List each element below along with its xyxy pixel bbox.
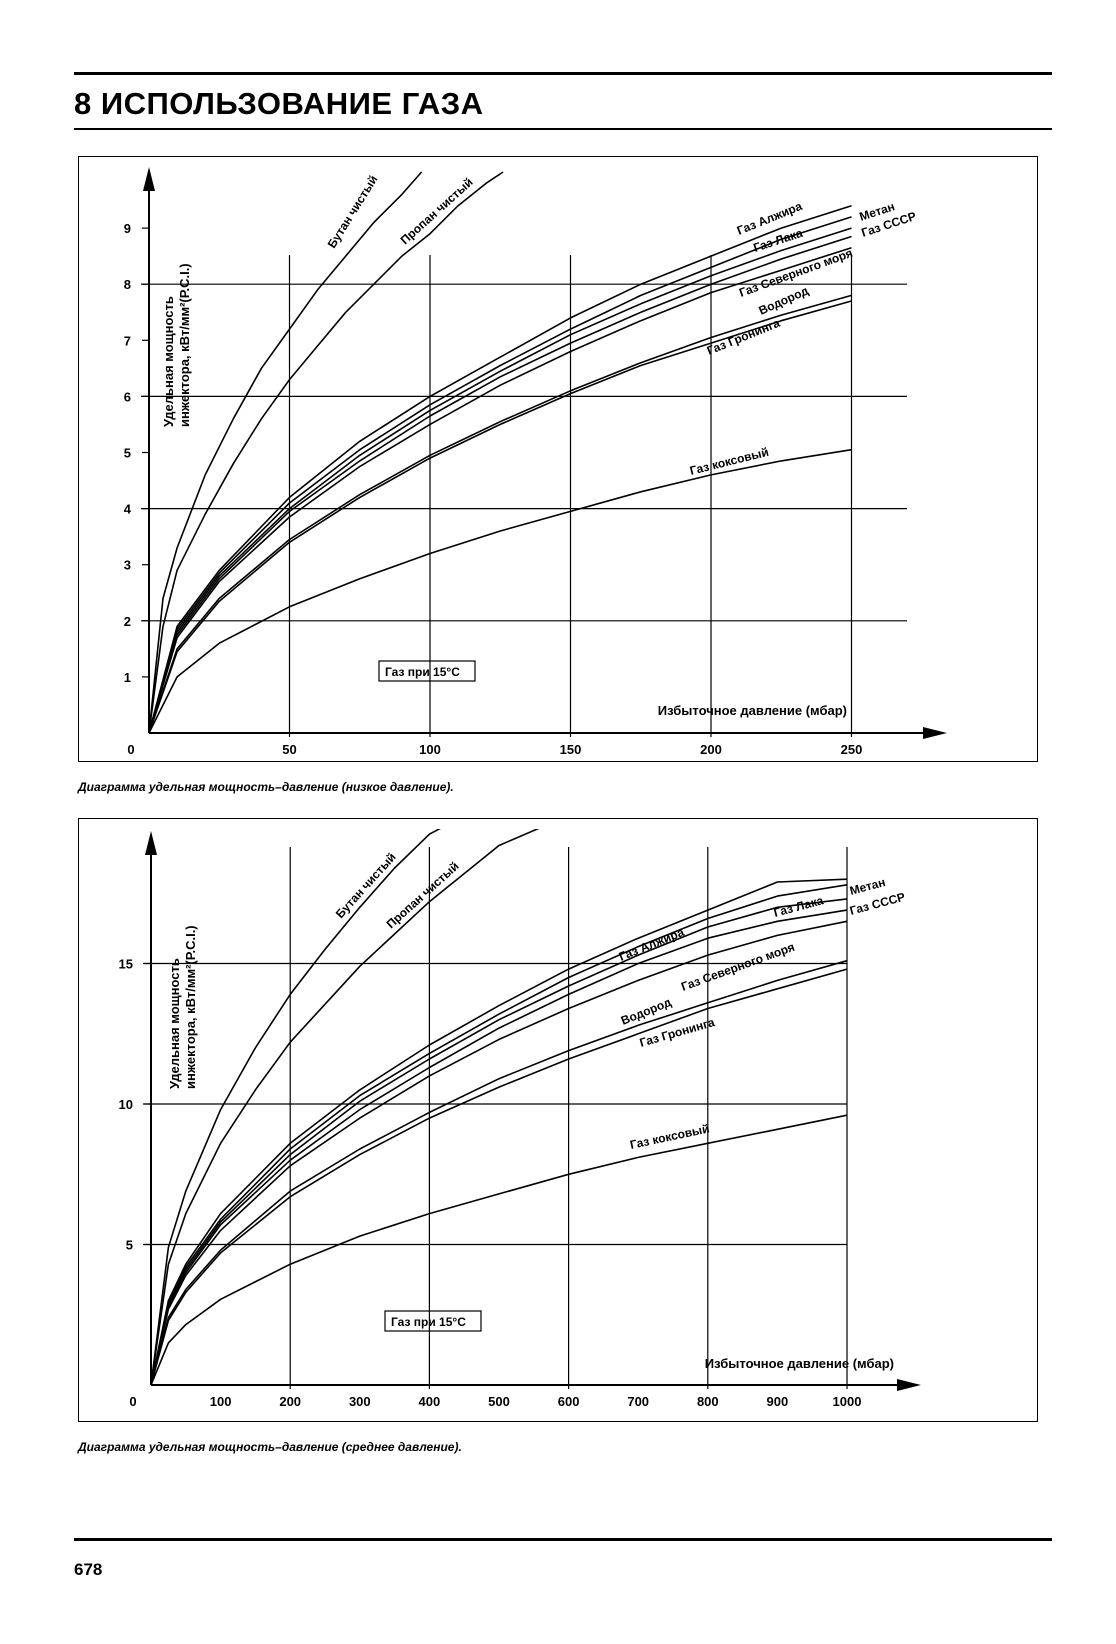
x-tick-label: 500 (488, 1394, 510, 1409)
x-tick-label: 100 (210, 1394, 232, 1409)
series-line-gaz-koksovyy (151, 1114, 848, 1385)
x-tick-label: 100 (419, 742, 441, 757)
chart-medium-pressure: 5 10 15 100 200 300 400 500 600 700 800 900 1000 0 Изб… (78, 818, 1038, 1422)
y-tick-label: 2 (124, 614, 131, 629)
top-rule (74, 72, 1052, 75)
x-axis-arrow (897, 1379, 921, 1391)
x-axis-label: Избыточное давление (мбар) (705, 1356, 894, 1371)
y-tick-label: 4 (124, 502, 132, 517)
y-tick-label: 7 (124, 333, 131, 348)
origin-label: 0 (127, 742, 134, 757)
series-line-metan (151, 898, 848, 1385)
y-tick-label: 5 (126, 1238, 133, 1253)
x-tick-label: 900 (767, 1394, 789, 1409)
annotation-text: Газ при 15°С (391, 1315, 466, 1329)
chart-low-pressure: 1 2 3 4 5 6 7 8 9 50 100 150 200 250 0 Избыточное давле… (78, 156, 1038, 762)
annotation-box: Газ при 15°С (378, 660, 476, 682)
y-tick-label: 6 (124, 389, 131, 404)
series-line-gaz-groninga (151, 968, 848, 1385)
y-axis-label: Удельная мощностьинжектора, кВт/мм²(Р.С.… (167, 925, 198, 1089)
series-line-gaz-laka (149, 227, 852, 733)
series-line-vodorod (149, 294, 852, 733)
y-axis-arrow (145, 831, 157, 855)
x-tick-label: 50 (282, 742, 296, 757)
x-tick-label: 200 (279, 1394, 301, 1409)
chart-low-pressure-plot: 1 2 3 4 5 6 7 8 9 50 100 150 200 250 0 Избыточное давле… (124, 167, 947, 757)
bottom-rule (74, 1538, 1052, 1541)
series-label-gaz-severnogo-morya: Газ Северного моря (679, 940, 796, 994)
series-line-gaz-alzhira (149, 204, 852, 733)
x-tick-label: 300 (349, 1394, 371, 1409)
series-line-gaz-sssr (151, 909, 848, 1385)
chart-medium-pressure-plot: 5 10 15 100 200 300 400 500 600 700 800 900 1000 0 Изб… (119, 829, 921, 1409)
series-line-propan-chistyy (151, 829, 540, 1385)
origin-label: 0 (129, 1394, 136, 1409)
series-line-gaz-severnogo-morya (151, 920, 848, 1385)
y-tick-label: 15 (119, 957, 133, 972)
series-label-butan-chistyy: Бутан чистый (325, 173, 381, 251)
y-tick-label: 3 (124, 558, 131, 573)
caption-low-pressure: Диаграмма удельная мощность–давление (ни… (78, 780, 454, 794)
annotation-text: Газ при 15°С (385, 665, 460, 679)
series-line-gaz-laka (151, 884, 848, 1385)
series-line-vodorod (151, 959, 848, 1385)
y-tick-label: 1 (124, 670, 131, 685)
series-line-metan (149, 216, 852, 733)
y-tick-label: 8 (124, 277, 131, 292)
x-tick-label: 200 (700, 742, 722, 757)
series-label-gaz-koksovyy: Газ коксовый (629, 1121, 711, 1151)
series-line-gaz-severnogo-morya (149, 246, 852, 733)
title-underline (74, 128, 1052, 130)
series-label-gaz-koksovyy: Газ коксовый (688, 445, 770, 478)
series-line-butan-chistyy (149, 171, 423, 733)
series-line-gaz-alzhira (151, 878, 848, 1385)
series-label-propan-chistyy: Пропан чистый (384, 859, 462, 931)
series-line-gaz-groninga (149, 300, 852, 733)
y-tick-label: 10 (119, 1097, 133, 1112)
series-line-gaz-koksovyy (149, 448, 852, 733)
series-label-metan: Метан (848, 875, 887, 898)
series-label-gaz-groninga: Газ Гронинга (705, 316, 782, 358)
x-tick-label: 150 (560, 742, 582, 757)
y-tick-label: 5 (124, 446, 131, 461)
series-line-gaz-sssr (149, 235, 852, 733)
series-line-butan-chistyy (151, 829, 441, 1385)
annotation-box: Газ при 15°С (384, 1310, 482, 1332)
x-tick-label: 600 (558, 1394, 580, 1409)
x-tick-label: 700 (627, 1394, 649, 1409)
x-tick-label: 1000 (833, 1394, 862, 1409)
page-number: 678 (74, 1560, 103, 1579)
page-title: 8 ИСПОЛЬЗОВАНИЕ ГАЗА (74, 86, 484, 121)
y-axis-label: Удельная мощностьинжектора, кВт/мм²(Р.С.… (161, 263, 192, 427)
x-axis-arrow (923, 727, 947, 739)
x-tick-label: 250 (841, 742, 863, 757)
x-tick-label: 800 (697, 1394, 719, 1409)
y-tick-label: 9 (124, 221, 131, 236)
x-tick-label: 400 (419, 1394, 441, 1409)
series-label-butan-chistyy: Бутан чистый (333, 850, 399, 921)
series-line-propan-chistyy (149, 171, 504, 733)
caption-medium-pressure: Диаграмма удельная мощность–давление (ср… (78, 1440, 462, 1454)
y-axis-arrow (143, 167, 155, 191)
x-axis-label: Избыточное давление (мбар) (658, 703, 847, 718)
